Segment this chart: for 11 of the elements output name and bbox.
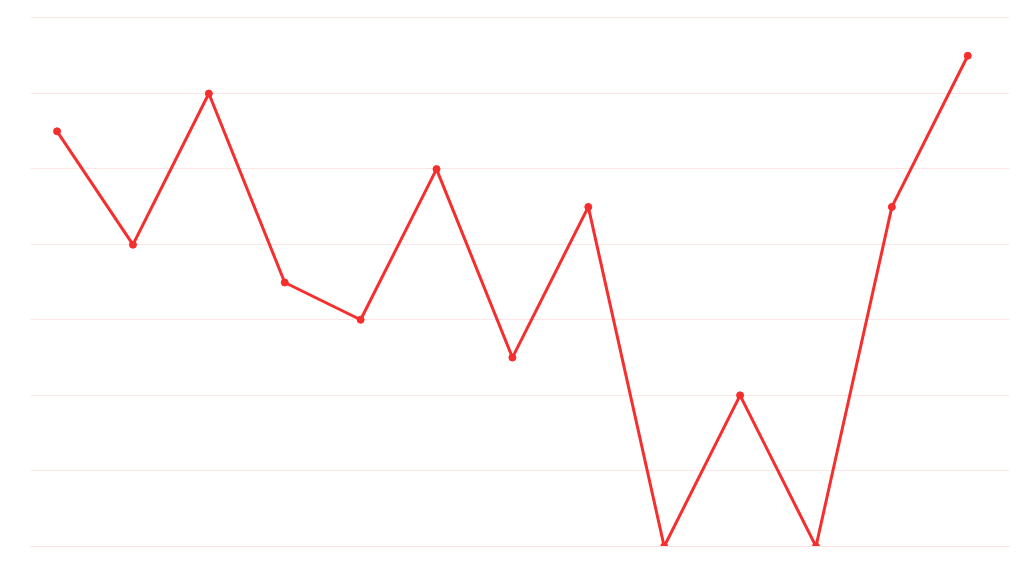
point xyxy=(432,165,441,174)
point xyxy=(280,278,289,287)
point xyxy=(128,240,137,249)
point xyxy=(356,315,365,324)
point xyxy=(736,391,745,400)
point xyxy=(508,353,517,362)
point xyxy=(887,202,896,211)
point xyxy=(53,127,62,136)
point xyxy=(204,89,213,98)
point xyxy=(584,202,593,211)
point xyxy=(963,51,972,60)
